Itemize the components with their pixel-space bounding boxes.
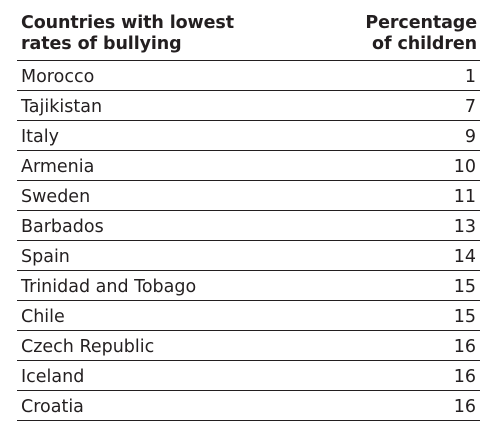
bullying-table: Countries with lowest rates of bullying … xyxy=(17,0,480,421)
table-row: Chile 15 xyxy=(17,301,480,331)
country-cell: Sweden xyxy=(21,186,91,207)
table-row: Iceland 16 xyxy=(17,361,480,391)
percentage-cell: 11 xyxy=(453,186,476,207)
country-cell: Armenia xyxy=(21,156,95,177)
percentage-cell: 14 xyxy=(453,246,476,267)
column-header-percentage: Percentage of children xyxy=(279,0,480,55)
percentage-cell: 9 xyxy=(464,126,476,147)
country-cell: Tajikistan xyxy=(21,96,103,117)
table-row: Spain 14 xyxy=(17,241,480,271)
percentage-cell: 1 xyxy=(464,66,476,87)
table-row: Tajikistan 7 xyxy=(17,91,480,121)
column-header-countries: Countries with lowest rates of bullying xyxy=(17,0,279,55)
country-cell: Spain xyxy=(21,246,70,267)
percentage-cell: 7 xyxy=(464,96,476,117)
country-cell: Czech Republic xyxy=(21,336,155,357)
table-header: Countries with lowest rates of bullying … xyxy=(17,0,480,61)
column-header-countries-line2: rates of bullying xyxy=(21,34,182,54)
table-row: Italy 9 xyxy=(17,121,480,151)
country-cell: Chile xyxy=(21,306,65,327)
country-cell: Barbados xyxy=(21,216,104,237)
country-cell: Morocco xyxy=(21,66,95,87)
percentage-cell: 16 xyxy=(453,336,476,357)
percentage-cell: 16 xyxy=(453,366,476,387)
table-row: Czech Republic 16 xyxy=(17,331,480,361)
table-row: Croatia 16 xyxy=(17,391,480,421)
percentage-cell: 10 xyxy=(453,156,476,177)
percentage-cell: 13 xyxy=(453,216,476,237)
table-body: Morocco 1 Tajikistan 7 Italy 9 Armenia 10 Sweden… xyxy=(17,61,480,421)
column-header-percentage-line2: of children xyxy=(372,34,477,54)
table-row: Armenia 10 xyxy=(17,151,480,181)
country-cell: Trinidad and Tobago xyxy=(21,276,197,297)
percentage-cell: 15 xyxy=(453,306,476,327)
country-cell: Croatia xyxy=(21,396,84,417)
table-row: Sweden 11 xyxy=(17,181,480,211)
country-cell: Iceland xyxy=(21,366,85,387)
table-row: Morocco 1 xyxy=(17,61,480,91)
table-row: Barbados 13 xyxy=(17,211,480,241)
column-header-countries-line1: Countries with lowest xyxy=(21,13,234,33)
country-cell: Italy xyxy=(21,126,59,147)
percentage-cell: 16 xyxy=(453,396,476,417)
percentage-cell: 15 xyxy=(453,276,476,297)
table-row: Trinidad and Tobago 15 xyxy=(17,271,480,301)
column-header-percentage-line1: Percentage xyxy=(365,13,477,33)
